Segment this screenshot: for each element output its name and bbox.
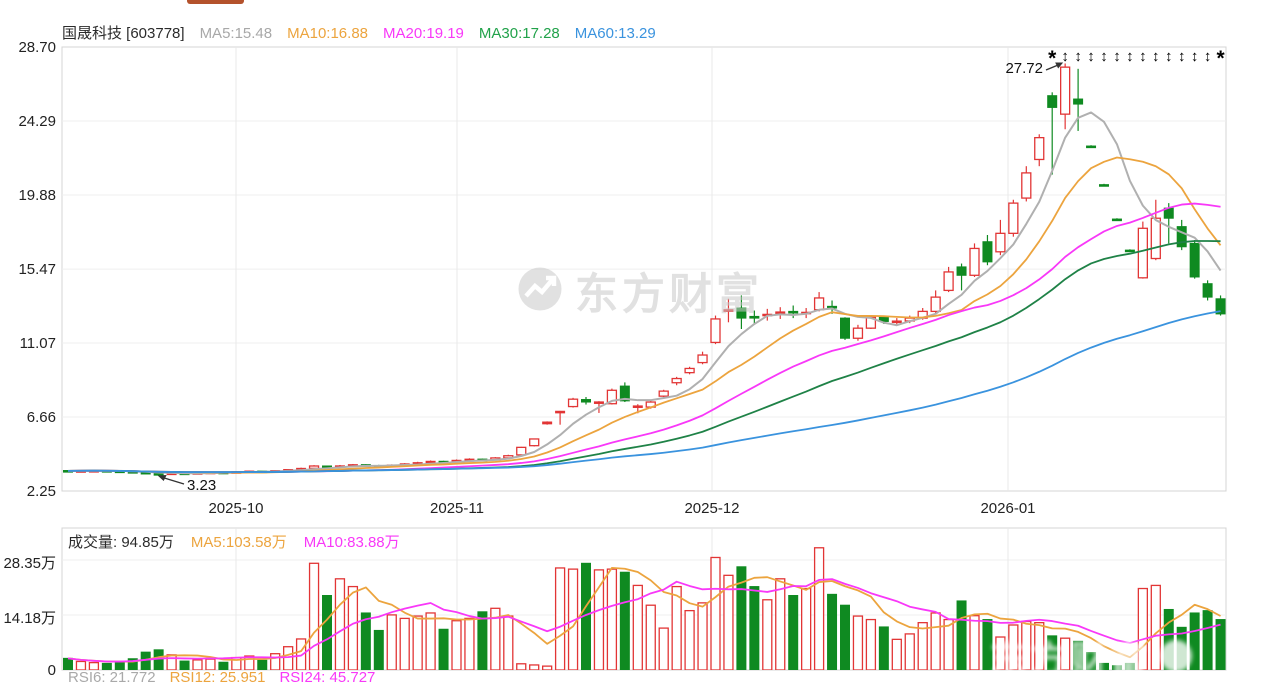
svg-text:↕: ↕ [1165, 48, 1173, 65]
rsi-indicator-row: RSI6: 21.772 RSI12: 25.951 RSI24: 45.727 [68, 669, 375, 683]
svg-text:↕: ↕ [1100, 48, 1108, 65]
svg-text:*: * [1048, 47, 1057, 70]
rsi24-value: RSI24: 45.727 [279, 669, 376, 683]
svg-text:↕: ↕ [1087, 48, 1095, 65]
svg-text:↕: ↕ [1178, 48, 1186, 65]
ma60-legend: MA60:13.29 [574, 25, 656, 42]
volume-legend: 成交量: 94.85万 MA5:103.58万 MA10:83.88万 [68, 531, 400, 552]
main-chart-legend: 国晟科技 [603778] MA5:15.48 MA10:16.88 MA20:… [62, 22, 656, 43]
svg-text:*: * [1216, 47, 1225, 70]
svg-text:↕: ↕ [1126, 48, 1134, 65]
svg-text:↕: ↕ [1191, 48, 1199, 65]
svg-text:↕: ↕ [1139, 48, 1147, 65]
svg-text:↕: ↕ [1152, 48, 1160, 65]
rsi12-value: RSI12: 25.951 [169, 669, 266, 683]
ma5-legend: MA5:15.48 [199, 25, 273, 42]
rsi6-value: RSI6: 21.772 [68, 669, 156, 683]
volume-ma5: MA5:103.58万 [190, 534, 287, 551]
svg-text:↕: ↕ [1204, 48, 1212, 65]
ma30-legend: MA30:17.28 [478, 25, 560, 42]
ma10-legend: MA10:16.88 [287, 25, 368, 42]
svg-text:↕: ↕ [1061, 48, 1069, 65]
svg-text:↕: ↕ [1074, 48, 1082, 65]
svg-text:↕: ↕ [1113, 48, 1121, 65]
volume-value: 成交量: 94.85万 [68, 534, 174, 551]
volume-ma10: MA10:83.88万 [303, 534, 400, 551]
stock-title: 国晟科技 [603778] [62, 25, 185, 42]
ma20-legend: MA20:19.19 [383, 25, 464, 42]
active-tab-indicator[interactable] [187, 0, 244, 4]
